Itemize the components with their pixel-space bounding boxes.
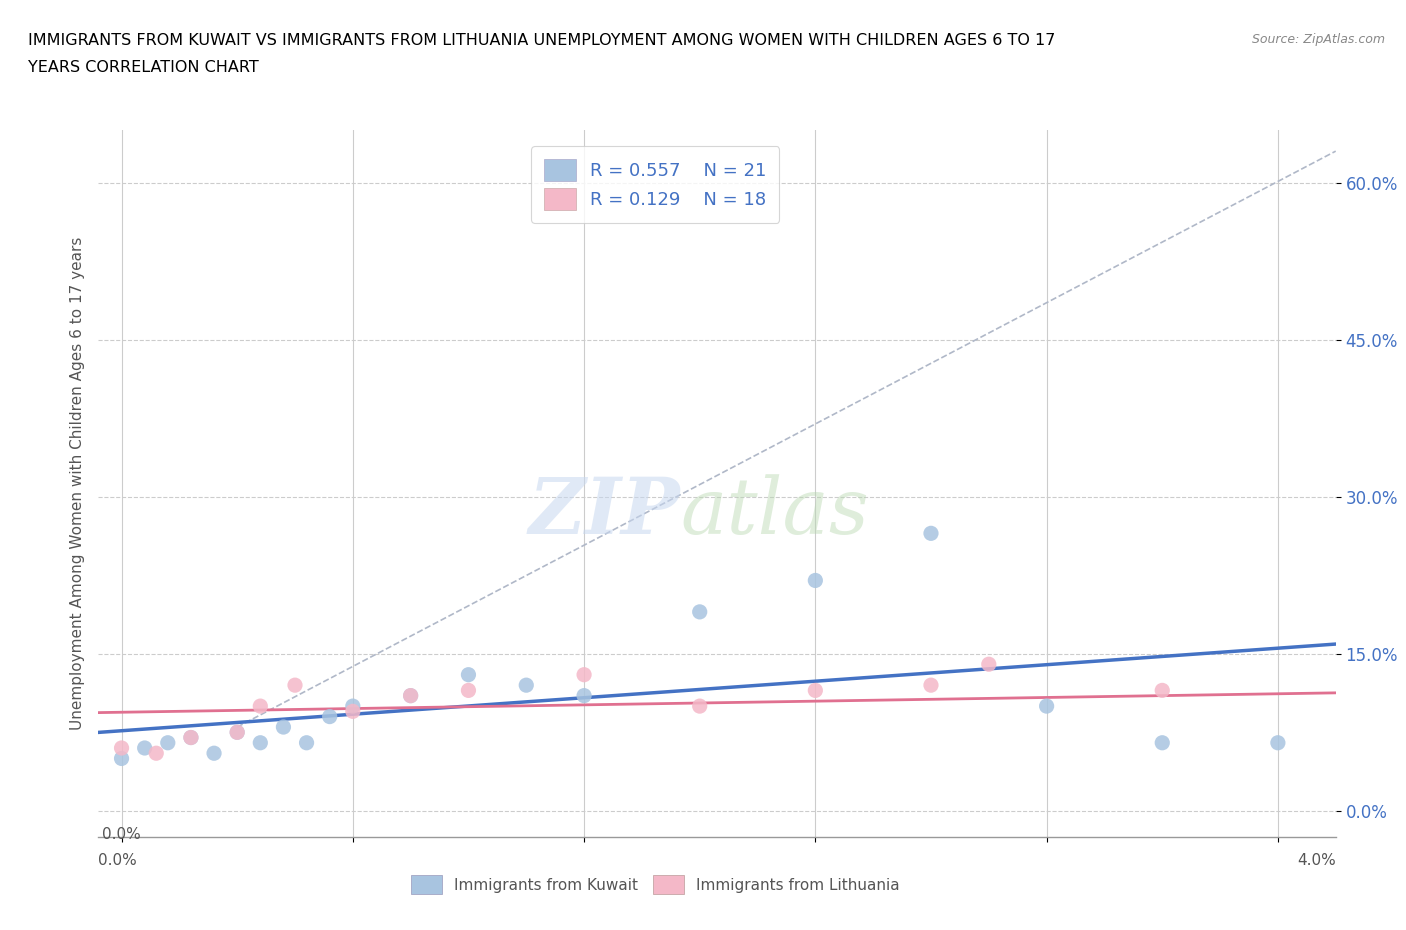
Point xyxy=(156,736,179,751)
Text: atlas: atlas xyxy=(681,473,869,550)
Point xyxy=(399,688,422,703)
Point xyxy=(457,667,479,682)
Point xyxy=(273,720,295,735)
Point xyxy=(342,704,364,719)
Point xyxy=(180,730,202,745)
Point xyxy=(515,678,537,693)
Point xyxy=(249,698,271,713)
Point xyxy=(180,730,202,745)
Text: 0.0%: 0.0% xyxy=(103,827,141,842)
Text: ZIP: ZIP xyxy=(529,473,681,551)
Point xyxy=(572,688,595,703)
Point xyxy=(226,724,249,739)
Point xyxy=(295,736,318,751)
Point xyxy=(572,667,595,682)
Point xyxy=(804,683,827,698)
Text: YEARS CORRELATION CHART: YEARS CORRELATION CHART xyxy=(28,60,259,75)
Point xyxy=(689,604,711,619)
Point xyxy=(110,751,132,766)
Point xyxy=(457,683,479,698)
Text: 0.0%: 0.0% xyxy=(98,853,138,868)
Text: 4.0%: 4.0% xyxy=(1296,853,1336,868)
Point xyxy=(1152,736,1174,751)
Text: IMMIGRANTS FROM KUWAIT VS IMMIGRANTS FROM LITHUANIA UNEMPLOYMENT AMONG WOMEN WIT: IMMIGRANTS FROM KUWAIT VS IMMIGRANTS FRO… xyxy=(28,33,1056,47)
Point xyxy=(145,746,167,761)
Y-axis label: Unemployment Among Women with Children Ages 6 to 17 years: Unemployment Among Women with Children A… xyxy=(69,237,84,730)
Point xyxy=(202,746,225,761)
Point xyxy=(110,740,132,755)
Point xyxy=(689,698,711,713)
Point xyxy=(920,678,942,693)
Point xyxy=(1152,683,1174,698)
Point xyxy=(399,688,422,703)
Point xyxy=(249,736,271,751)
Text: Source: ZipAtlas.com: Source: ZipAtlas.com xyxy=(1251,33,1385,46)
Point xyxy=(342,698,364,713)
Point xyxy=(1035,698,1057,713)
Point xyxy=(226,724,249,739)
Point xyxy=(920,525,942,540)
Legend: Immigrants from Kuwait, Immigrants from Lithuania: Immigrants from Kuwait, Immigrants from … xyxy=(405,870,905,900)
Point xyxy=(134,740,156,755)
Point xyxy=(284,678,307,693)
Point xyxy=(977,657,1000,671)
Point xyxy=(804,573,827,588)
Point xyxy=(1267,736,1289,751)
Point xyxy=(318,710,340,724)
